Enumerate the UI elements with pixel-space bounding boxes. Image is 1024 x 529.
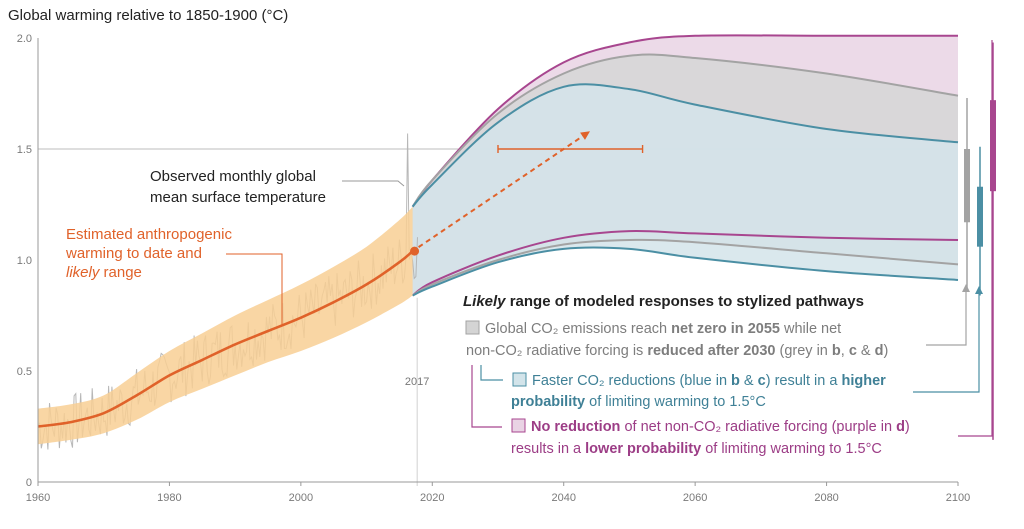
legend-purple-line-2-run-0: results in a bbox=[511, 441, 585, 457]
legend-heading-likely: Likely bbox=[463, 293, 506, 310]
legend-purple-line-1-run-2: d bbox=[896, 419, 905, 435]
legend-blue-line-2: probability of limiting warming to 1.5°C bbox=[511, 394, 766, 410]
likely-italic: likely bbox=[66, 264, 101, 281]
x-tick-label-1980: 1980 bbox=[157, 492, 181, 504]
legend-grey-swatch bbox=[465, 320, 480, 335]
legend-blue-left-leader bbox=[480, 365, 503, 381]
legend-purple-swatch bbox=[511, 418, 526, 433]
estimated-label-line-3: likely range bbox=[66, 264, 142, 281]
y-tick-label-1.5: 1.5 bbox=[17, 144, 32, 156]
y-tick-label-2.0: 2.0 bbox=[17, 33, 32, 45]
side-bar-purple-box bbox=[990, 100, 996, 192]
y-tick-label-0.5: 0.5 bbox=[17, 366, 32, 378]
legend-purple-line-1-run-3: ) bbox=[905, 419, 910, 435]
band-blue-upper-line bbox=[411, 83, 959, 208]
legend-blue-line-1-run-2: & bbox=[740, 373, 758, 389]
legend-heading: Likely range of modeled responses to sty… bbox=[463, 293, 864, 310]
legend-grey-line-2-run-4: , bbox=[841, 343, 849, 359]
legend-purple-leader bbox=[958, 40, 993, 437]
legend-blue-leader-arrow bbox=[975, 286, 983, 294]
legend-purple-line-1-run-0: No reduction bbox=[531, 419, 620, 435]
legend-blue-swatch bbox=[512, 372, 527, 387]
x-tick-label-2100: 2100 bbox=[946, 492, 970, 504]
observed-label-leader bbox=[342, 180, 405, 187]
legend-grey-line-2-run-3: b bbox=[832, 343, 841, 359]
legend-grey-line-2-run-7: d bbox=[875, 343, 884, 359]
legend-purple-left-leader bbox=[471, 365, 502, 428]
legend-blue-line-1-run-0: Faster CO₂ reductions (blue in bbox=[532, 373, 731, 389]
legend-purple-line-1: No reduction of net non-CO₂ radiative fo… bbox=[531, 419, 910, 435]
projection-arrow-head bbox=[580, 131, 590, 140]
legend-grey-line-2-run-8: ) bbox=[884, 343, 889, 359]
range-text: range bbox=[99, 264, 142, 281]
legend-grey-line-2-run-2: (grey in bbox=[775, 343, 831, 359]
legend-blue-line-1-run-1: b bbox=[731, 373, 740, 389]
legend-grey-line-1-run-0: Global CO₂ emissions reach bbox=[485, 321, 671, 337]
legend-blue-line-2-run-0: probability bbox=[511, 394, 585, 410]
legend-grey-line-1-run-1: net zero in 2055 bbox=[671, 321, 780, 337]
legend-purple-line-2: results in a lower probability of limiti… bbox=[511, 441, 882, 457]
legend-grey-line-1: Global CO₂ emissions reach net zero in 2… bbox=[485, 321, 841, 337]
legend-grey-line-2-run-5: c bbox=[849, 343, 857, 359]
legend-purple-line-2-run-1: lower probability bbox=[585, 441, 701, 457]
estimated-label-line-1: Estimated anthropogenic bbox=[66, 226, 232, 243]
y-tick-label-0: 0 bbox=[26, 477, 32, 489]
x-tick-label-2080: 2080 bbox=[814, 492, 838, 504]
x-tick-label-1960: 1960 bbox=[26, 492, 50, 504]
estimated-label-line-2: warming to date and bbox=[65, 245, 202, 262]
band-grey-upper-line bbox=[411, 53, 959, 208]
chart-title: Global warming relative to 1850-1900 (°C… bbox=[8, 7, 288, 24]
legend-grey-line-2-run-1: reduced after 2030 bbox=[647, 343, 775, 359]
x-tick-label-2020: 2020 bbox=[420, 492, 444, 504]
legend-grey-leader-arrow bbox=[962, 284, 970, 292]
legend-grey-line-1-run-2: while net bbox=[780, 321, 841, 337]
side-bar-blue-box bbox=[977, 186, 983, 247]
legend-grey-line-2-run-0: non-CO₂ radiative forcing is bbox=[466, 343, 647, 359]
legend-purple-line-2-run-2: of limiting warming to 1.5°C bbox=[701, 441, 882, 457]
legend-blue-line-1-run-5: higher bbox=[841, 373, 886, 389]
band-blue-lower-line bbox=[412, 246, 959, 297]
estimated-2017-point bbox=[410, 246, 420, 256]
legend-grey-line-2: non-CO₂ radiative forcing is reduced aft… bbox=[466, 343, 888, 359]
band-blue bbox=[412, 84, 959, 296]
legend-heading-rest: range of modeled responses to stylized p… bbox=[506, 293, 864, 310]
observed-label-line-1: Observed monthly global bbox=[150, 168, 316, 185]
band-purple-lower-line bbox=[411, 229, 959, 297]
legend-grey-line-2-run-6: & bbox=[857, 343, 875, 359]
legend-purple-line-1-run-1: of net non-CO₂ radiative forcing (purple… bbox=[620, 419, 896, 435]
estimated-likely-range-band bbox=[38, 206, 413, 445]
x-tick-label-2000: 2000 bbox=[289, 492, 313, 504]
marker-label-2017: 2017 bbox=[405, 376, 429, 388]
legend-blue-leader bbox=[913, 292, 980, 393]
band-grey-lower-line bbox=[412, 238, 959, 297]
x-tick-label-2040: 2040 bbox=[551, 492, 575, 504]
estimated-label-leader bbox=[226, 253, 283, 325]
side-bar-grey-box bbox=[964, 149, 970, 223]
legend-grey-leader bbox=[926, 290, 967, 346]
y-tick-label-1.0: 1.0 bbox=[17, 255, 32, 267]
legend-blue-line-1-run-3: c bbox=[758, 373, 766, 389]
observed-label-line-2: mean surface temperature bbox=[150, 189, 326, 206]
estimated-warming-line bbox=[37, 250, 414, 428]
projection-arrow-line bbox=[418, 130, 591, 248]
legend-blue-line-1-run-4: ) result in a bbox=[766, 373, 842, 389]
legend-blue-line-1: Faster CO₂ reductions (blue in b & c) re… bbox=[532, 373, 886, 389]
x-tick-label-2060: 2060 bbox=[683, 492, 707, 504]
legend-blue-line-2-run-1: of limiting warming to 1.5°C bbox=[585, 394, 766, 410]
